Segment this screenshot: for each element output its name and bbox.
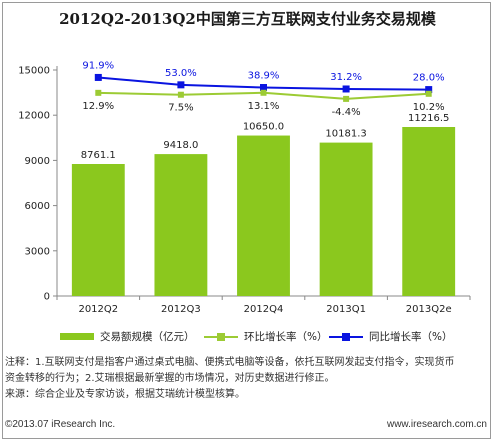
bar-1 — [154, 154, 208, 296]
bar-3 — [319, 142, 373, 296]
yoy-value-label-1: 53.0% — [165, 68, 197, 79]
x-tick-label-0: 2012Q2 — [78, 304, 118, 315]
legend-qoq-swatch — [204, 332, 238, 341]
qoq-value-label-1: 7.5% — [168, 103, 193, 114]
legend-item-yoy: 同比增长率（%） — [329, 329, 452, 344]
qoq-point-0 — [95, 89, 102, 96]
bar-value-label-0: 8761.1 — [81, 150, 116, 161]
chart-title: 2012Q2-2013Q2中国第三方互联网支付业务交易规模 — [59, 10, 436, 28]
notes-block: 注释：1.互联网支付是指客户通过桌式电脑、便携式电脑等设备，依托互联网发起支付指… — [5, 355, 490, 403]
qoq-point-1 — [177, 91, 184, 98]
yoy-point-1 — [177, 81, 185, 89]
x-tick-label-4: 2013Q2e — [406, 304, 452, 315]
yoy-value-label-0: 91.9% — [82, 60, 114, 71]
y-tick-label-0: 0 — [44, 292, 50, 303]
note-line-3: 来源：综合企业及专家访谈，根据艾瑞统计模型核算。 — [5, 389, 245, 400]
footer-copyright: ©2013.07 iResearch Inc. — [5, 419, 116, 430]
footer-website: www.iresearch.com.cn — [386, 419, 487, 430]
y-tick-label-5: 15000 — [18, 66, 50, 77]
legend-bar-swatch — [60, 333, 94, 340]
bar-4 — [402, 127, 456, 296]
legend-label-qoq: 环比增长率（%） — [244, 331, 328, 343]
qoq-value-label-4: 10.2% — [413, 102, 445, 113]
chart-legend: 交易额规模（亿元） 环比增长率（%） 同比增长率（%） — [24, 327, 484, 345]
qoq-value-label-2: 13.1% — [248, 101, 280, 112]
qoq-point-2 — [260, 89, 267, 96]
yoy-point-4 — [425, 86, 433, 94]
note-line-1: 注释：1.互联网支付是指客户通过桌式电脑、便携式电脑等设备，依托互联网发起支付指… — [5, 357, 455, 368]
x-tick-label-1: 2012Q3 — [161, 304, 201, 315]
bar-value-label-1: 9418.0 — [163, 140, 198, 151]
legend-item-volume: 交易额规模（亿元） — [60, 329, 195, 344]
bar-value-label-3: 10181.3 — [325, 129, 366, 140]
y-tick-label-4: 12000 — [18, 111, 50, 122]
bar-2 — [237, 135, 290, 296]
yoy-point-0 — [94, 73, 102, 81]
qoq-point-4 — [425, 90, 432, 97]
qoq-value-label-0: 12.9% — [82, 101, 114, 112]
y-tick-label-3: 9000 — [25, 156, 50, 167]
bar-value-label-2: 10650.0 — [243, 122, 284, 133]
legend-item-qoq: 环比增长率（%） — [204, 329, 327, 344]
legend-yoy-swatch — [329, 332, 363, 341]
yoy-point-3 — [342, 85, 350, 93]
qoq-point-3 — [343, 95, 350, 102]
legend-label-volume: 交易额规模（亿元） — [100, 331, 195, 343]
y-tick-label-1: 3000 — [25, 246, 50, 257]
x-tick-label-3: 2013Q1 — [326, 304, 366, 315]
note-line-2: 资金转移的行为；2.艾瑞根据最新掌握的市场情况，对历史数据进行修正。 — [5, 373, 335, 384]
bar-0 — [71, 163, 125, 296]
legend-label-yoy: 同比增长率（%） — [369, 331, 453, 343]
yoy-value-label-3: 31.2% — [330, 72, 362, 83]
yoy-value-label-2: 38.9% — [248, 71, 280, 82]
x-tick-label-2: 2012Q4 — [244, 304, 284, 315]
bar-value-label-4: 11216.5 — [408, 113, 449, 124]
qoq-value-label-3: -4.4% — [332, 107, 361, 118]
yoy-point-2 — [260, 84, 267, 92]
yoy-value-label-4: 28.0% — [413, 73, 445, 84]
y-tick-label-2: 6000 — [25, 201, 50, 212]
